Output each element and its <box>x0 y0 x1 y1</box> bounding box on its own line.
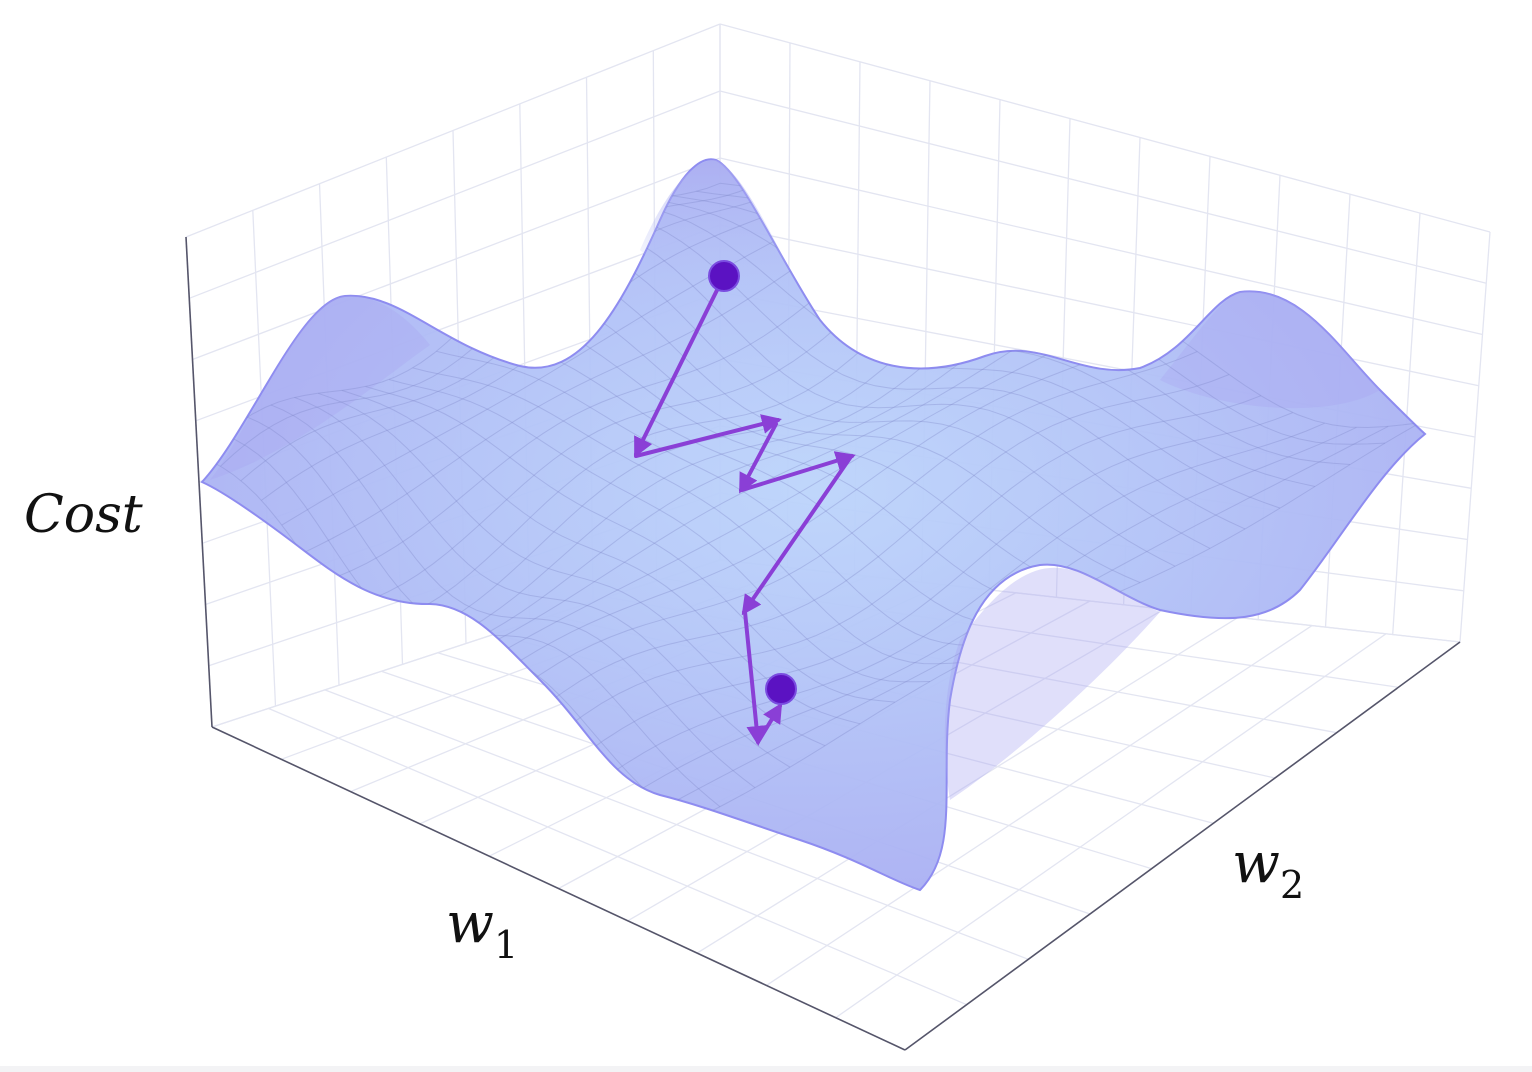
cost-surface <box>200 158 1427 892</box>
axes <box>185 236 1461 1051</box>
left-ridge-shade <box>210 295 430 480</box>
mesh-line <box>567 412 1293 768</box>
w1-axis-label: w1 <box>446 891 518 967</box>
mesh-line <box>588 422 1325 790</box>
mesh-line <box>302 210 880 554</box>
path-step-2 <box>634 414 782 458</box>
bottom-strip <box>0 1066 1532 1072</box>
mesh-line <box>365 386 896 703</box>
mesh-line <box>601 208 1246 530</box>
mesh-line <box>388 379 931 683</box>
surface-body <box>200 158 1427 892</box>
right-pane-grid-line <box>719 90 1487 284</box>
path-step-1 <box>634 274 726 458</box>
mesh-line <box>436 350 1001 646</box>
mesh-line <box>507 280 1106 599</box>
mesh-line <box>506 351 1198 700</box>
floor-grid-line <box>835 633 1387 1019</box>
path-step-7 <box>756 702 783 744</box>
mesh-line <box>554 235 1176 567</box>
right-pane-grid-line <box>719 23 1491 233</box>
left-pane-grid-line <box>192 157 721 361</box>
descent-path <box>634 274 856 746</box>
path-step-5 <box>741 456 852 616</box>
floor-grid-line <box>766 625 1313 986</box>
w1-axis-line <box>211 726 906 1051</box>
path-step-6 <box>743 610 767 746</box>
floor-grid-line <box>696 616 1239 954</box>
left-pane-grid-line <box>189 90 721 299</box>
w2-axis-line <box>904 641 1461 1051</box>
w1-axis-label-sub: 1 <box>494 923 518 967</box>
path-step-4 <box>740 451 856 492</box>
mesh-line <box>625 201 1281 509</box>
surface-mesh <box>202 182 1421 841</box>
mesh-line <box>465 309 1134 673</box>
peak-shade <box>640 159 800 296</box>
mesh-line <box>578 219 1211 549</box>
mesh-line <box>526 374 1230 720</box>
w2-axis-label: w2 <box>1232 831 1304 907</box>
mesh-line <box>270 404 756 789</box>
mesh-line <box>530 256 1141 584</box>
front-ridge-shade <box>944 567 1160 800</box>
mesh-line <box>318 392 826 747</box>
w2-axis-label-sub: 2 <box>1280 863 1304 907</box>
w2-axis-label-base: w <box>1232 831 1280 896</box>
cost-axis-line <box>185 236 213 728</box>
mesh-line <box>445 293 1103 667</box>
mesh-line <box>294 396 791 768</box>
cost-axis-label: Cost <box>24 485 143 545</box>
path-step-3 <box>739 422 778 494</box>
mesh-line <box>486 328 1166 684</box>
left-pane-grid-line <box>185 23 721 238</box>
mesh-line <box>547 395 1262 744</box>
mesh-line <box>281 200 848 526</box>
right-pane-grid-line <box>719 157 1483 336</box>
mesh-line <box>412 367 966 665</box>
start-point <box>708 260 740 292</box>
right-ridge-shade <box>1160 291 1380 409</box>
end-point <box>765 673 797 705</box>
w1-axis-label-base: w <box>446 891 494 956</box>
